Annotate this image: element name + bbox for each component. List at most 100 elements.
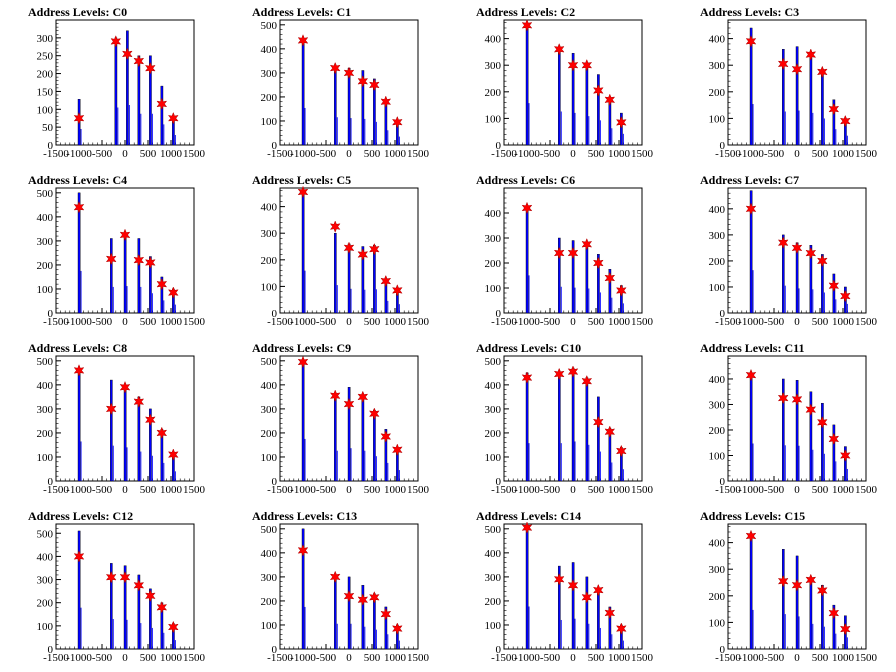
bar	[597, 254, 600, 314]
marker-point	[521, 18, 533, 32]
bar	[334, 65, 337, 146]
marker-point	[105, 252, 117, 266]
y-tick-label: 200	[37, 598, 54, 610]
x-tick-label: 500	[588, 148, 605, 160]
marker-point	[581, 58, 593, 72]
bar	[782, 378, 785, 482]
chart-title: Address Levels: C12	[28, 509, 133, 523]
bar	[123, 235, 127, 314]
marker-point	[329, 389, 341, 402]
bar-satellite	[364, 450, 366, 481]
bar	[160, 276, 164, 314]
chart-panel: Address Levels: C90100200300400500-1500-…	[252, 341, 430, 496]
x-tick-label: 1000	[384, 148, 407, 160]
x-tick-label: -1500	[715, 148, 741, 160]
bar-satellite	[835, 461, 837, 481]
marker-point	[777, 57, 789, 71]
bar-satellite	[350, 118, 352, 145]
marker-point	[567, 246, 579, 260]
bar	[301, 528, 305, 650]
x-tick-label: 500	[364, 484, 381, 496]
x-tick-label: 0	[122, 652, 128, 664]
y-tick-label: 500	[37, 356, 54, 368]
bar	[821, 402, 824, 482]
x-tick-label: 1000	[608, 652, 631, 664]
bar-satellite	[163, 462, 165, 481]
bar	[608, 269, 612, 314]
bar-satellite	[528, 443, 530, 481]
y-tick-label: 400	[709, 538, 726, 550]
y-tick-label: 250	[37, 51, 54, 63]
y-tick-label: 200	[485, 258, 502, 270]
bar	[109, 563, 113, 650]
y-tick-label: 400	[485, 34, 502, 46]
bar-satellite	[174, 640, 176, 649]
marker-point	[745, 529, 757, 543]
bar-satellite	[599, 627, 601, 649]
y-tick-label: 200	[261, 428, 278, 440]
bar-satellite	[574, 618, 576, 649]
bar-satellite	[560, 111, 562, 145]
x-tick-label: -500	[316, 316, 337, 328]
y-tick-label: 300	[37, 575, 54, 587]
marker-point	[567, 579, 579, 592]
bar	[137, 238, 141, 314]
x-tick-label: 0	[122, 148, 128, 160]
marker-point	[357, 390, 369, 404]
x-tick-label: -500	[764, 148, 785, 160]
bar-satellite	[151, 113, 153, 145]
x-tick-label: 0	[346, 316, 352, 328]
bar	[795, 555, 799, 650]
marker-point	[133, 253, 145, 267]
bar-satellite	[560, 286, 562, 313]
marker-point	[521, 201, 533, 215]
y-tick-label: 200	[709, 256, 726, 268]
marker-point	[144, 256, 156, 269]
bar-satellite	[622, 133, 624, 145]
bar	[809, 576, 813, 650]
marker-point	[368, 591, 380, 604]
marker-point	[73, 550, 85, 563]
marker-point	[745, 35, 757, 48]
x-tick-label: 500	[364, 148, 381, 160]
chart-title: Address Levels: C0	[28, 5, 127, 19]
chart-panel: Address Levels: C13 0 100 200 300 400 500 -1500…	[252, 509, 430, 664]
y-tick-label: 200	[485, 87, 502, 99]
bar-satellite	[560, 619, 562, 649]
marker-point	[791, 62, 803, 76]
marker-point	[521, 371, 533, 384]
chart-title: Address Levels: C8	[28, 341, 127, 355]
chart-panel: Address Levels: C12 0 100 200 300 400 500 -1500…	[28, 509, 206, 664]
y-tick-label: 100	[485, 452, 502, 464]
y-tick-label: 400	[485, 548, 502, 560]
bar-satellite	[752, 609, 754, 649]
bar-satellite	[588, 444, 590, 481]
y-tick-label: 300	[709, 230, 726, 242]
bar-satellite	[784, 614, 786, 649]
marker-point	[156, 97, 168, 111]
marker-point	[121, 47, 133, 61]
marker-point	[73, 111, 85, 125]
bar-satellite	[398, 136, 400, 145]
bar	[123, 384, 127, 482]
bar-satellite	[350, 288, 352, 313]
bar-satellite	[622, 469, 624, 481]
x-tick-label: 1000	[384, 316, 407, 328]
bar	[585, 576, 589, 650]
marker-point	[73, 200, 85, 214]
x-tick-label: -500	[92, 484, 113, 496]
bar	[525, 25, 529, 146]
bar	[749, 190, 753, 314]
x-tick-label: 1000	[160, 484, 183, 496]
y-tick-label: 100	[485, 283, 502, 295]
bar-satellite	[846, 303, 848, 313]
x-tick-label: 1500	[407, 484, 430, 496]
bar	[109, 379, 113, 482]
y-tick-label: 0	[720, 308, 726, 320]
bar	[149, 55, 152, 146]
y-tick-label: 300	[709, 60, 726, 72]
marker-point	[167, 286, 179, 299]
marker-point	[105, 570, 117, 584]
marker-point	[816, 254, 828, 268]
chart-panel: Address Levels: C3 0 100 200 300 400 -1500-100…	[700, 5, 878, 160]
